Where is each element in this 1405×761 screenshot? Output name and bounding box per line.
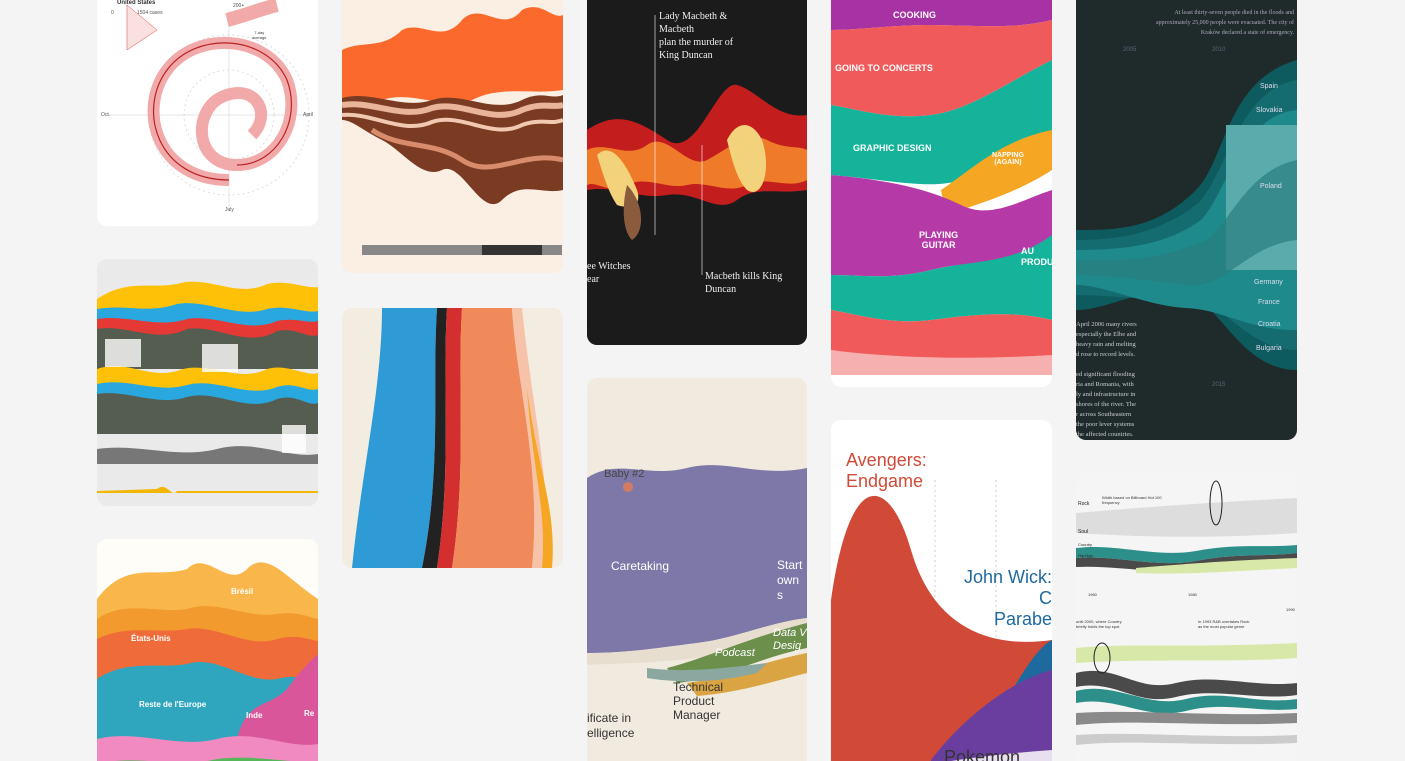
music-year-1980: 1980 [1188,592,1197,597]
card-floods[interactable]: At least thirty-seven people died in the… [1076,0,1297,440]
label-bresil: Brésil [231,587,254,596]
spiral-cases-label: 1504 cases [137,10,163,16]
label-pokemon-detective: Pokemon Det [944,747,1021,761]
label-audio-production: AU PRODU [1021,246,1052,267]
macbeth-quote-left: ee Witches ear [587,261,631,285]
label-avengers-endgame: Avengers: Endgame [846,450,927,491]
music-note-country: until 2000, where Country briefly holds … [1076,619,1122,629]
spiral-axis-zero: 0 [111,10,114,16]
card-spacecraft-mass[interactable] [342,308,563,568]
music-note-width: Width based on Billboard Hot 100 frequen… [1102,495,1162,505]
spiral-oct-label: Oct. [101,112,111,118]
country-germany: Germany [1254,279,1283,286]
floods-year-2005: 2005 [1123,47,1137,53]
macbeth-stream-image [587,15,807,275]
label-napping-again: NAPPING (AGAIN) [992,152,1024,166]
genre-hiphop: Hip-Hop [1078,553,1093,558]
card-music-genres[interactable]: Rock Soul Country Hip-Hop 1960 1980 1990… [1076,473,1297,761]
card-language-streams[interactable] [97,259,318,506]
language-streams-image [97,281,318,494]
spiral-title: United States [117,0,156,6]
label-reste-europe: Reste de l'Europe [139,700,207,709]
genre-soul: Soul [1078,529,1089,535]
label-going-to-concerts: GOING TO CONCERTS [835,63,933,73]
music-year-1990: 1990 [1286,607,1295,612]
genre-country: Country [1078,542,1093,547]
label-caretaking: Caretaking [611,559,670,573]
label-certificate: ificate in elligence [587,711,635,740]
country-spain: Spain [1260,83,1278,90]
label-etats-unis: États-Unis [131,634,171,643]
country-france: France [1258,299,1280,306]
card-career-stream[interactable]: Baby #2 Caretaking Start own s Data V De… [587,378,807,761]
label-data-design: Data V Desig [773,627,807,652]
country-poland: Poland [1260,183,1282,190]
floods-stream-image [1076,60,1297,370]
spacecraft-mass-image [352,308,553,568]
card-macbeth[interactable]: Lady Macbeth & Macbeth plan the murder o… [587,0,807,345]
card-hobbies[interactable]: COOKING GOING TO CONCERTS GRAPHIC DESIGN… [831,0,1052,387]
orange-stream-image [342,7,563,255]
spiral-july-label: July [225,207,234,213]
spiral-chart-image [107,0,312,210]
career-stream-image [587,465,807,696]
label-technical-pm: Technical Product Manager [673,680,724,722]
spiral-7day-label: 7-day average [252,30,267,40]
music-note-rnb: In 1993 R&B overtakes Rock as the most p… [1198,619,1250,629]
label-graphic-design: GRAPHIC DESIGN [853,143,932,153]
macbeth-quote-top: Lady Macbeth & Macbeth plan the murder o… [659,11,734,61]
label-playing-guitar: PLAYING GUITAR [919,230,959,250]
macbeth-quote-bottom: Macbeth kills King Duncan [705,271,783,295]
label-john-wick: John Wick: C Parabe [963,567,1052,629]
card-orange-stream[interactable] [342,0,563,273]
box-office-stream-image [831,480,1052,761]
label-re: Re [304,709,315,718]
label-cooking: COOKING [893,10,937,20]
music-year-1960: 1960 [1088,592,1097,597]
country-croatia: Croatia [1258,321,1281,328]
floods-year-2015: 2015 [1212,382,1226,388]
card-country-streams[interactable]: Brésil États-Unis Reste de l'Europe Inde… [97,539,318,761]
floods-note-bottom: April 2006 many rivers especially the El… [1076,321,1137,438]
music-genres-image [1076,480,1297,745]
floods-year-2010: 2010 [1212,47,1226,53]
spiral-april-label: April [303,112,314,118]
country-streams-image [97,562,318,761]
label-start-own: Start own s [777,558,803,602]
hobbies-stream-image [831,0,1052,375]
spiral-200-label: 200+ [233,3,245,9]
country-bulgaria: Bulgaria [1256,345,1282,352]
genre-rock: Rock [1078,501,1090,507]
label-inde: Inde [246,711,263,720]
card-spiral-chart[interactable]: United States 1504 cases 0 200+ 7-day av… [97,0,318,226]
label-baby-2: Baby #2 [604,468,645,480]
floods-note-top: At least thirty-seven people died in the… [1155,10,1294,36]
label-podcast: Podcast [715,647,755,659]
card-box-office[interactable]: Avengers: Endgame John Wick: C Parabe Po… [831,420,1052,761]
country-slovakia: Slovakia [1256,107,1283,114]
